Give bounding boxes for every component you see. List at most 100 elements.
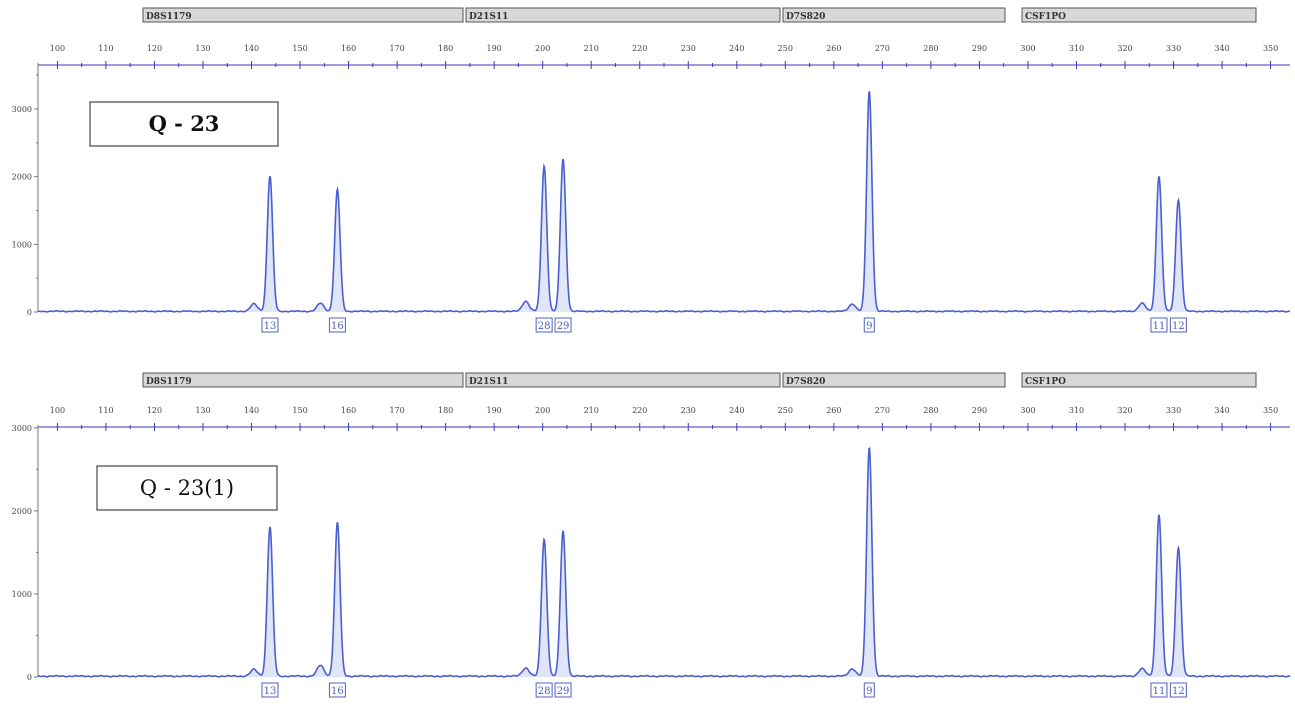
y-tick-label: 1000 (12, 240, 32, 249)
trace-line (37, 90, 1291, 313)
allele-call-box (328, 682, 346, 698)
allele-call-box (328, 317, 346, 333)
allele-call-label: 16 (331, 321, 344, 332)
y-tick-label: 3000 (12, 424, 32, 433)
allele-call-box (535, 682, 553, 698)
x-tick-label: 290 (972, 44, 987, 53)
x-tick-label: 190 (487, 406, 502, 415)
x-tick-label: 330 (1166, 44, 1181, 53)
x-tick-label: 100 (50, 406, 65, 415)
x-tick-label: 250 (778, 44, 793, 53)
x-tick-label: 320 (1117, 406, 1132, 415)
allele-call-box (261, 317, 279, 333)
x-tick-label: 280 (923, 44, 938, 53)
x-tick-label: 170 (389, 406, 404, 415)
allele-call-label: 16 (331, 686, 344, 697)
x-tick-label: 240 (729, 44, 744, 53)
x-tick-label: 220 (632, 406, 647, 415)
allele-call-box (554, 317, 572, 333)
sample-label-box (89, 101, 279, 147)
x-tick-label: 140 (244, 406, 259, 415)
x-tick-label: 190 (487, 44, 502, 53)
x-tick-label: 210 (584, 406, 599, 415)
locus-label: D8S1179 (146, 377, 192, 387)
locus-bar (782, 372, 1006, 388)
x-tick-label: 130 (195, 406, 210, 415)
x-tick-label: 160 (341, 44, 356, 53)
locus-label: D7S820 (786, 12, 825, 22)
x-tick-label: 310 (1069, 406, 1084, 415)
x-tick-label: 330 (1166, 406, 1181, 415)
x-tick-label: 280 (923, 406, 938, 415)
x-tick-label: 120 (147, 44, 162, 53)
allele-call-box (554, 682, 572, 698)
x-tick-label: 150 (292, 406, 307, 415)
locus-label: D7S820 (786, 377, 825, 387)
locus-bar (142, 372, 464, 388)
allele-call-box (863, 317, 875, 333)
y-tick-label: 2000 (12, 173, 32, 182)
x-tick-label: 200 (535, 44, 550, 53)
allele-call-box (1150, 317, 1168, 333)
allele-call-label: 11 (1153, 686, 1166, 697)
locus-label: CSF1PO (1025, 12, 1066, 22)
y-tick-label: 0 (27, 308, 32, 317)
y-tick-label: 3000 (12, 105, 32, 114)
allele-call-label: 28 (538, 321, 551, 332)
allele-call-box (535, 317, 553, 333)
allele-call-label: 11 (1153, 321, 1166, 332)
x-tick-label: 140 (244, 44, 259, 53)
locus-bar (782, 7, 1006, 23)
x-tick-label: 160 (341, 406, 356, 415)
x-tick-label: 120 (147, 406, 162, 415)
locus-bar (465, 372, 781, 388)
x-tick-label: 230 (681, 406, 696, 415)
allele-call-label: 13 (264, 686, 277, 697)
x-tick-label: 290 (972, 406, 987, 415)
sample-label: Q - 23 (149, 111, 220, 136)
allele-call-label: 29 (557, 321, 570, 332)
locus-bar (465, 7, 781, 23)
x-tick-label: 220 (632, 44, 647, 53)
locus-bar (142, 7, 464, 23)
locus-label: CSF1PO (1025, 377, 1066, 387)
x-tick-label: 270 (875, 406, 890, 415)
x-tick-label: 340 (1214, 406, 1229, 415)
x-tick-label: 340 (1214, 44, 1229, 53)
locus-label: D21S11 (469, 12, 508, 22)
y-tick-label: 0 (27, 673, 32, 682)
allele-call-box (1169, 317, 1187, 333)
x-tick-label: 240 (729, 406, 744, 415)
locus-bar (1021, 372, 1257, 388)
allele-call-label: 28 (538, 686, 551, 697)
x-tick-label: 270 (875, 44, 890, 53)
x-tick-label: 200 (535, 406, 550, 415)
x-tick-label: 310 (1069, 44, 1084, 53)
allele-call-box (1169, 682, 1187, 698)
x-tick-label: 350 (1263, 406, 1278, 415)
allele-call-label: 13 (264, 321, 277, 332)
x-tick-label: 130 (195, 44, 210, 53)
x-tick-label: 110 (98, 44, 113, 53)
x-tick-label: 260 (826, 44, 841, 53)
x-tick-label: 250 (778, 406, 793, 415)
allele-call-box (863, 682, 875, 698)
x-tick-label: 300 (1020, 406, 1035, 415)
x-tick-label: 320 (1117, 44, 1132, 53)
allele-call-box (261, 682, 279, 698)
x-tick-label: 170 (389, 44, 404, 53)
locus-label: D21S11 (469, 377, 508, 387)
x-tick-label: 230 (681, 44, 696, 53)
x-tick-label: 260 (826, 406, 841, 415)
sample-label-box (96, 465, 278, 511)
trace-line (37, 447, 1291, 678)
allele-call-box (1150, 682, 1168, 698)
allele-call-label: 29 (557, 686, 570, 697)
allele-call-label: 12 (1172, 686, 1185, 697)
x-tick-label: 180 (438, 44, 453, 53)
x-tick-label: 180 (438, 406, 453, 415)
allele-call-label: 9 (866, 321, 872, 332)
